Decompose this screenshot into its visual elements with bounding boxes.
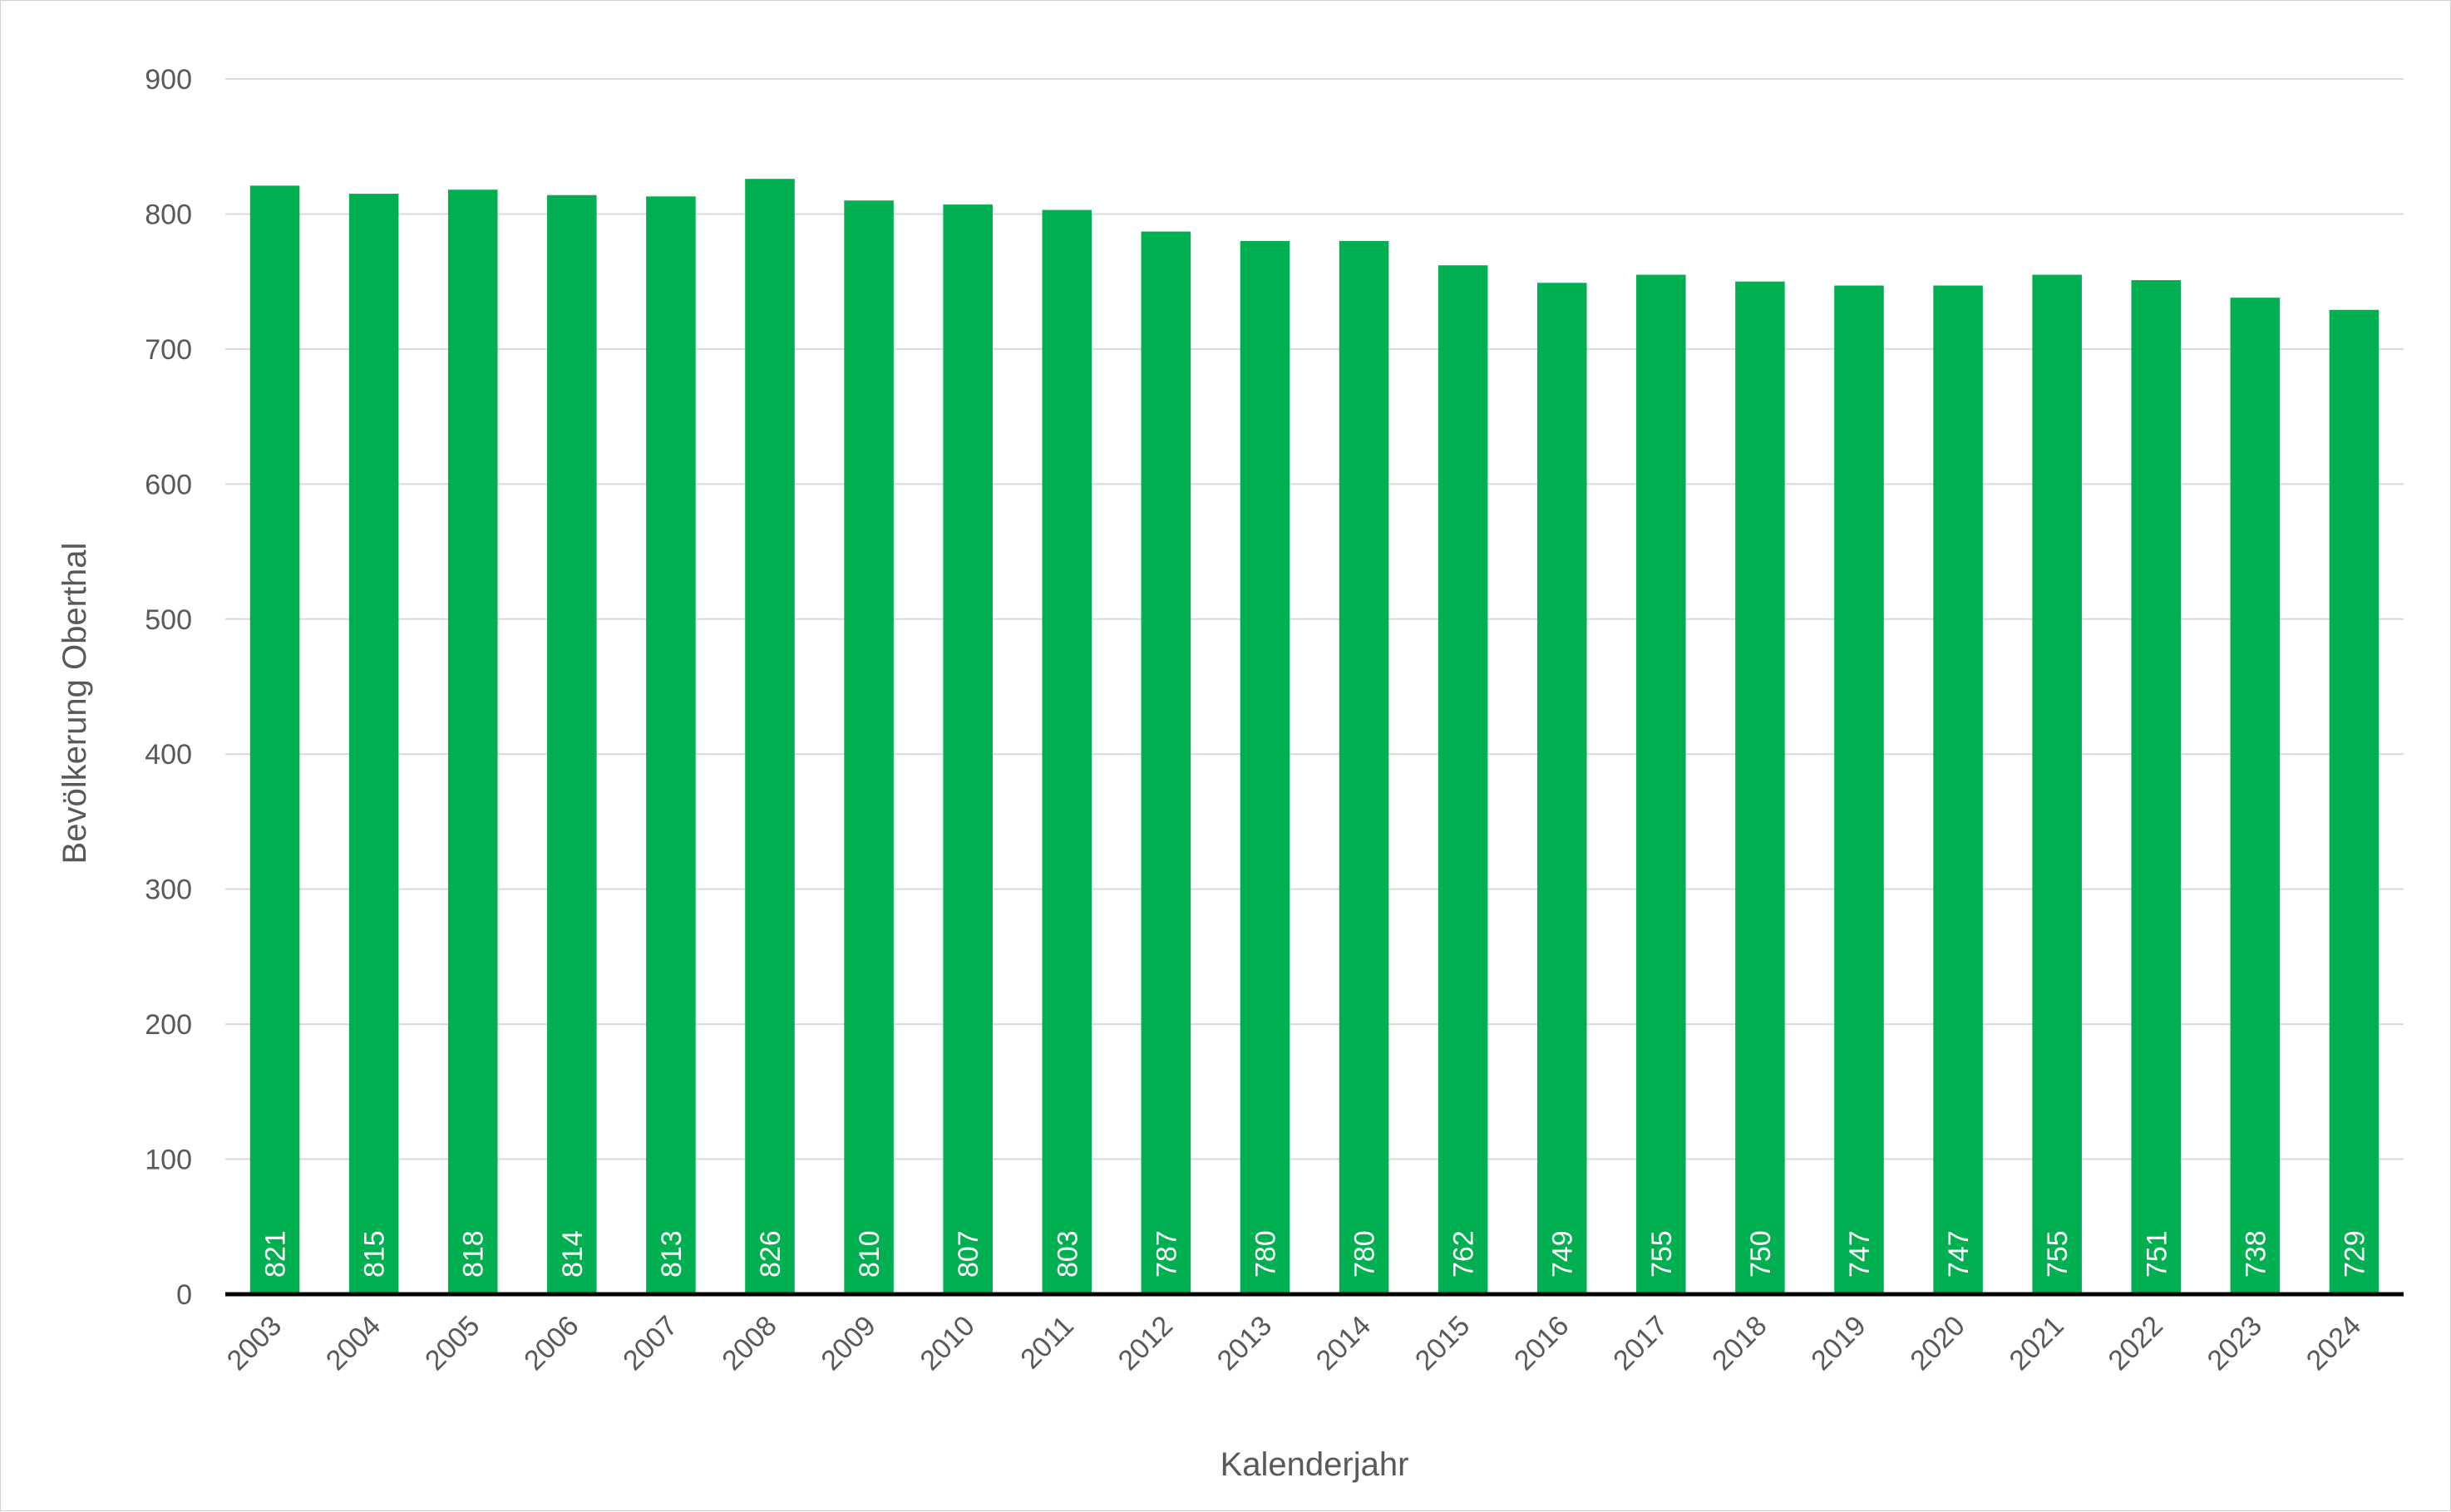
x-tick-label: 2009 — [815, 1310, 881, 1377]
bar-value-label: 747 — [1844, 1230, 1876, 1278]
bar — [2032, 274, 2082, 1294]
x-tick-label: 2015 — [1409, 1310, 1476, 1377]
x-tick-label: 2022 — [2103, 1310, 2169, 1377]
bar — [1933, 285, 1983, 1294]
bar — [1339, 240, 1389, 1294]
y-tick-label: 900 — [145, 64, 192, 96]
bar — [844, 200, 894, 1295]
x-axis-title: Kalenderjahr — [1221, 1446, 1409, 1483]
y-axis-title: Bevölkerung Oberthal — [57, 543, 93, 864]
bar — [2131, 280, 2182, 1294]
bar-value-label: 826 — [755, 1230, 787, 1278]
bar — [1042, 209, 1092, 1295]
bar-value-label: 749 — [1547, 1230, 1579, 1278]
bar — [1240, 240, 1290, 1294]
bar — [646, 196, 696, 1294]
bar — [249, 185, 300, 1295]
bar-value-label: 747 — [1943, 1230, 1975, 1278]
bars — [249, 179, 2379, 1295]
y-axis-ticks: 0 100 200 300 400 500 600 700 800 900 — [145, 64, 192, 1311]
bar-value-label: 729 — [2339, 1230, 2370, 1278]
x-tick-label: 2011 — [1014, 1310, 1080, 1376]
bar-value-label: 762 — [1448, 1230, 1480, 1278]
x-tick-label: 2021 — [2003, 1310, 2069, 1377]
bar-value-label: 755 — [2042, 1230, 2074, 1278]
y-tick-label: 0 — [176, 1279, 192, 1311]
y-tick-label: 800 — [145, 199, 192, 230]
bar-value-label: 803 — [1052, 1230, 1083, 1278]
x-tick-label: 2012 — [1112, 1310, 1179, 1377]
bar — [348, 194, 399, 1295]
bar-value-label: 787 — [1151, 1230, 1182, 1278]
bar-value-label: 815 — [359, 1230, 391, 1278]
bar-value-label: 807 — [953, 1230, 984, 1278]
bar — [1141, 231, 1191, 1294]
x-tick-label: 2006 — [518, 1310, 584, 1377]
bar-value-label: 780 — [1349, 1230, 1381, 1278]
bar — [447, 190, 498, 1294]
y-tick-label: 100 — [145, 1145, 192, 1176]
x-tick-label: 2024 — [2301, 1310, 2367, 1377]
x-tick-label: 2019 — [1805, 1310, 1872, 1377]
bar-value-label: 738 — [2240, 1230, 2271, 1278]
bar — [745, 179, 795, 1295]
x-tick-label: 2014 — [1310, 1310, 1377, 1377]
bar-value-label: 813 — [656, 1230, 688, 1278]
bar-value-label: 755 — [1646, 1230, 1678, 1278]
x-tick-label: 2016 — [1508, 1310, 1575, 1377]
y-tick-label: 400 — [145, 739, 192, 771]
y-tick-label: 700 — [145, 334, 192, 366]
bar-value-label: 750 — [1745, 1230, 1777, 1278]
bar-value-label: 810 — [854, 1230, 885, 1278]
bar — [943, 204, 993, 1294]
x-tick-label: 2020 — [1904, 1310, 1970, 1377]
bar-value-label: 814 — [557, 1230, 589, 1278]
bar-value-label: 751 — [2141, 1230, 2172, 1278]
x-tick-label: 2023 — [2202, 1310, 2268, 1377]
bar — [2230, 298, 2281, 1294]
bar — [1536, 283, 1587, 1294]
bar — [2329, 309, 2379, 1294]
bar — [1834, 285, 1884, 1294]
x-tick-label: 2003 — [221, 1310, 288, 1377]
bar-value-label: 821 — [260, 1230, 292, 1278]
bar — [1636, 274, 1686, 1294]
x-tick-label: 2018 — [1706, 1310, 1773, 1377]
bar — [1735, 281, 1785, 1295]
y-tick-label: 500 — [145, 604, 192, 636]
bar-value-labels: 821 815 818 814 813 826 810 807 803 787 780 780 762 7… — [260, 1230, 2371, 1278]
x-tick-label: 2008 — [716, 1310, 782, 1377]
x-axis-ticks: 2003 2004 2005 2006 2007 2008 2009 2010 2011 2012… — [221, 1310, 2367, 1377]
y-tick-label: 600 — [145, 469, 192, 500]
y-tick-label: 300 — [145, 874, 192, 906]
x-tick-label: 2013 — [1211, 1310, 1278, 1377]
x-tick-label: 2017 — [1607, 1310, 1674, 1377]
y-tick-label: 200 — [145, 1009, 192, 1041]
x-tick-label: 2004 — [320, 1310, 387, 1377]
bar-value-label: 780 — [1250, 1230, 1281, 1278]
x-tick-label: 2007 — [617, 1310, 683, 1377]
bar — [547, 195, 597, 1294]
x-tick-label: 2010 — [914, 1310, 980, 1377]
bar-value-label: 818 — [458, 1230, 490, 1278]
x-tick-label: 2005 — [419, 1310, 486, 1377]
bar — [1438, 265, 1488, 1294]
